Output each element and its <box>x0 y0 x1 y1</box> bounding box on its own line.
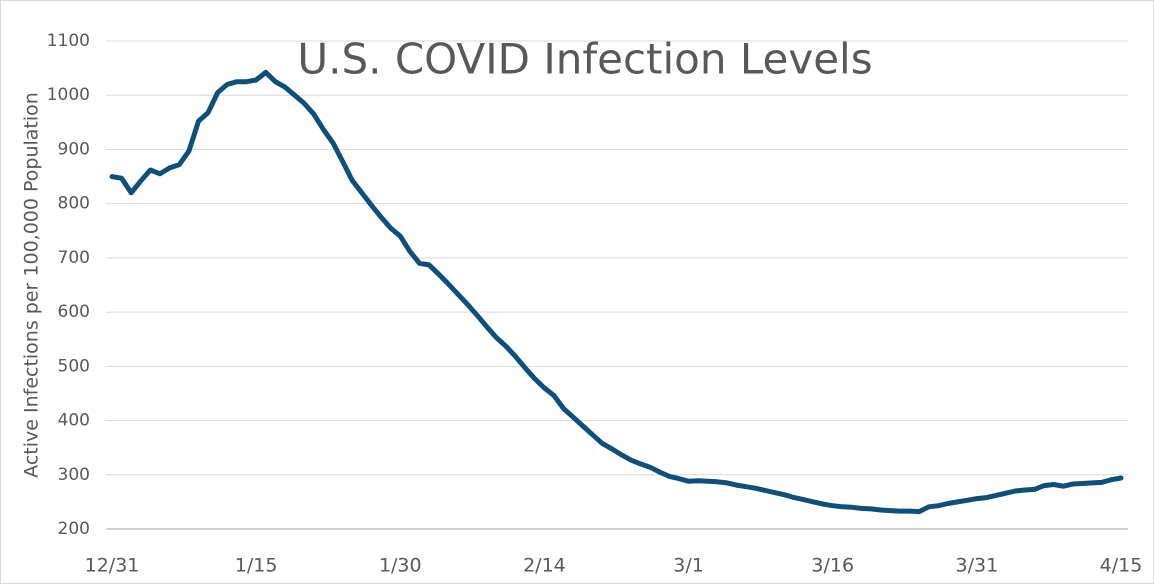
x-tick-label: 3/31 <box>956 555 999 577</box>
y-tick-label: 400 <box>58 411 90 431</box>
line <box>109 69 1124 515</box>
y-tick-label: 1000 <box>47 85 90 105</box>
x-tick-label: 1/15 <box>235 555 278 577</box>
x-tick-label: 12/31 <box>85 555 140 577</box>
x-tick-label: 3/1 <box>673 555 704 577</box>
y-tick-label: 300 <box>58 465 90 485</box>
x-tick-label: 4/15 <box>1100 555 1143 577</box>
x-tick-label: 2/14 <box>523 555 566 577</box>
y-tick-label: 800 <box>58 194 90 214</box>
y-tick-label: 1100 <box>47 31 90 51</box>
y-tick-label: 600 <box>58 302 90 322</box>
y-tick-label: 900 <box>58 139 90 159</box>
chart-title: U.S. COVID Infection Levels <box>297 35 872 84</box>
y-tick-label: 700 <box>58 248 90 268</box>
y-tick-label: 200 <box>58 519 90 539</box>
y-tick-label: 500 <box>58 356 90 376</box>
y-axis-label: Active Infections per 100,000 Population <box>21 92 43 478</box>
x-tick-label: 3/16 <box>811 555 854 577</box>
x-tick-label: 1/30 <box>379 555 422 577</box>
